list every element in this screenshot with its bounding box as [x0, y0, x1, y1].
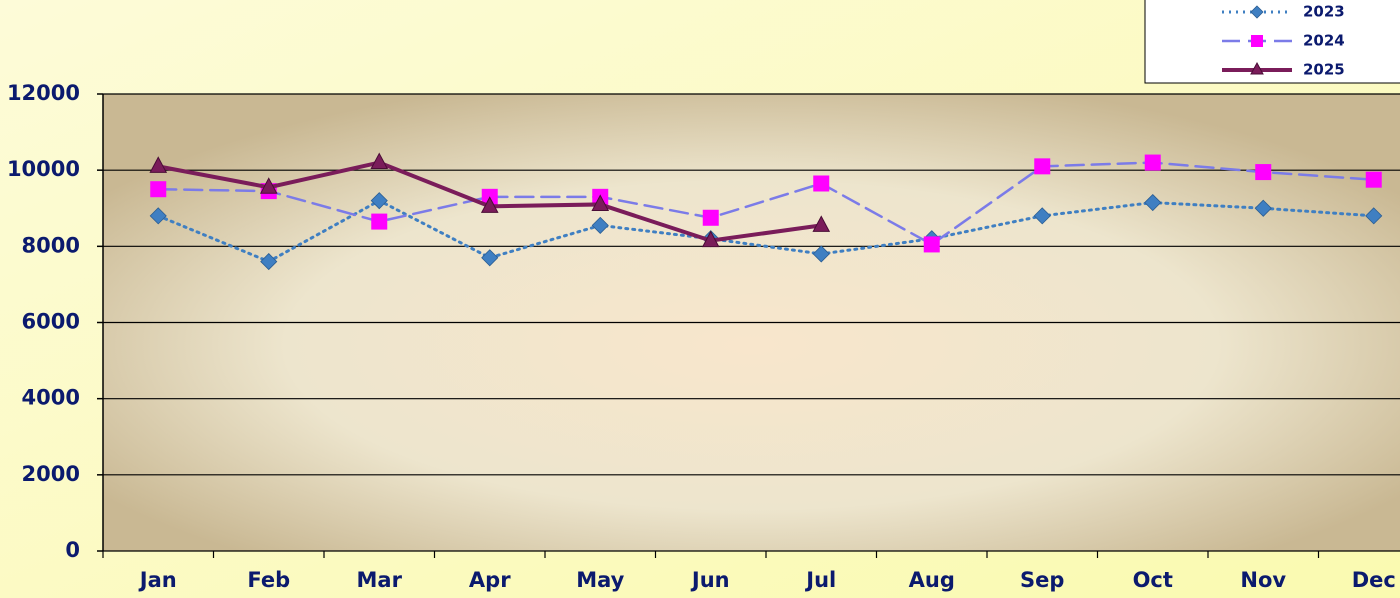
marker-square — [813, 175, 830, 192]
x-tick-label: Jul — [804, 568, 836, 592]
x-tick-label: Dec — [1352, 568, 1396, 592]
marker-triangle — [149, 156, 168, 173]
y-tick-label: 0 — [65, 538, 80, 562]
marker-diamond — [591, 216, 609, 234]
marker-triangle — [1250, 61, 1264, 75]
x-tick-label: Aug — [909, 568, 955, 592]
marker-diamond — [370, 192, 388, 210]
marker-diamond — [1144, 193, 1162, 212]
marker-square — [1255, 164, 1272, 181]
x-tick-label: Apr — [469, 568, 511, 592]
marker-square — [1251, 35, 1263, 47]
marker-triangle — [259, 177, 278, 194]
legend-label: 2024 — [1303, 32, 1345, 50]
marker-square — [371, 213, 388, 230]
y-tick-label: 6000 — [22, 310, 80, 334]
marker-triangle — [701, 230, 720, 248]
marker-triangle — [370, 152, 389, 170]
marker-diamond — [812, 245, 830, 263]
marker-square — [1365, 171, 1382, 188]
x-tick-label: Jun — [690, 568, 730, 592]
x-tick-label: Mar — [357, 568, 403, 592]
x-tick-label: Feb — [247, 568, 290, 592]
marker-square — [150, 181, 167, 198]
marker-diamond — [260, 253, 278, 271]
x-tick-label: Sep — [1020, 568, 1064, 592]
marker-square — [923, 236, 940, 253]
marker-square — [1144, 154, 1161, 171]
legend: 2023 2024 2025 — [1144, 0, 1400, 84]
y-tick-label: 12000 — [7, 81, 80, 105]
y-tick-label: 8000 — [22, 233, 80, 257]
marker-diamond — [1033, 207, 1051, 225]
marker-diamond — [481, 249, 499, 267]
x-tick-label: May — [576, 568, 624, 592]
marker-diamond — [1365, 207, 1383, 225]
series-line — [156, 198, 1376, 264]
legend-label: 2025 — [1303, 61, 1345, 79]
y-tick-label: 4000 — [22, 386, 80, 410]
series-line — [157, 161, 1375, 246]
marker-triangle — [480, 196, 499, 213]
y-tick-label: 2000 — [22, 462, 80, 486]
marker-square — [702, 209, 719, 226]
x-tick-label: Jan — [138, 568, 177, 592]
marker-triangle — [812, 215, 831, 232]
y-tick-label: 10000 — [7, 157, 80, 181]
marker-square — [1034, 158, 1051, 175]
marker-diamond — [1254, 199, 1272, 217]
marker-diamond — [1250, 5, 1264, 19]
x-tick-label: Oct — [1133, 568, 1173, 592]
legend-label: 2023 — [1303, 3, 1345, 21]
x-tick-label: Nov — [1240, 568, 1286, 592]
marker-triangle — [591, 194, 610, 211]
marker-diamond — [149, 207, 167, 225]
